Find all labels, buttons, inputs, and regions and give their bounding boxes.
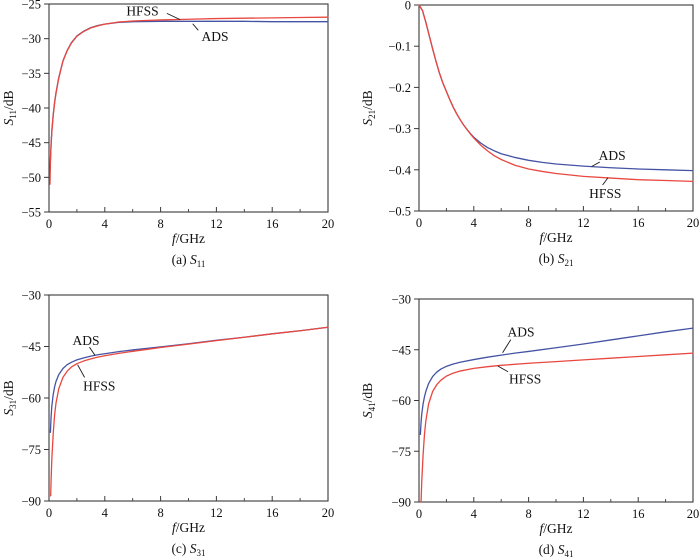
- y-tick-label: −60: [391, 394, 411, 408]
- x-axis-title: f/GHz: [539, 230, 572, 245]
- plot-frame: [48, 294, 329, 502]
- x-tick-label: 0: [46, 217, 52, 231]
- x-tick-label: 4: [471, 507, 478, 521]
- series-label-hfss: HFSS: [83, 378, 115, 393]
- series-label-ads: ADS: [599, 148, 626, 163]
- series-label-hfss: HFSS: [509, 371, 541, 386]
- x-tick-label: 20: [687, 216, 700, 230]
- chart-s21: 0 4 8 12 16 20 −0.5 −0.4 −0.3 −0.2 −0.1 0 ADS HFSS f/G…: [360, 0, 700, 268]
- series-label-ads: ADS: [201, 29, 228, 44]
- y-tick-label: −35: [21, 67, 41, 81]
- chart-s31: 0 4 8 12 16 20 −90 −75 −60 −45 −30 ADS HFSS f/GHz S31/…: [1, 289, 335, 559]
- y-tick-label: −0.2: [388, 81, 411, 95]
- y-tick-label: −45: [391, 343, 411, 357]
- curve-ads: [418, 4, 694, 172]
- series-label-ads: ADS: [72, 333, 99, 348]
- x-tick-label: 0: [416, 216, 422, 230]
- series-label-hfss: HFSS: [589, 186, 621, 201]
- leader-line-hfss: [497, 365, 509, 373]
- x-tick-label: 16: [632, 507, 645, 521]
- plot-frame: [48, 3, 329, 213]
- plot-frame: [418, 298, 694, 503]
- curve-ads: [419, 327, 694, 435]
- y-tick-label: −0.4: [388, 163, 411, 177]
- x-tick-label: 20: [687, 507, 700, 521]
- x-tick-label: 4: [102, 217, 109, 231]
- panel-caption: (b) S21: [539, 251, 574, 268]
- y-tick-label: −30: [21, 32, 41, 46]
- x-tick-label: 8: [525, 507, 531, 521]
- leader-line-ads: [192, 23, 199, 31]
- panel-caption: (d) S41: [539, 542, 574, 559]
- y-tick-label: −90: [21, 495, 41, 509]
- y-tick-label: −50: [21, 171, 41, 185]
- chart-s11: 0 4 8 12 16 20 −55 −50 −45 −40 −35 −30 −25 HFSS ADS f/G…: [1, 0, 335, 269]
- y-tick-label: −30: [21, 289, 41, 303]
- x-tick-label: 4: [471, 216, 478, 230]
- series-label-ads: ADS: [508, 325, 535, 340]
- x-tick-label: 8: [525, 216, 531, 230]
- chart-panel-d-s41: 0 4 8 12 16 20 −90 −75 −60 −45 −30 ADS HFSS f/GHz S41/…: [350, 280, 700, 560]
- x-axis-title: f/GHz: [172, 520, 205, 535]
- y-tick-label: −75: [21, 443, 41, 457]
- panel-caption: (c) S31: [171, 541, 205, 558]
- x-tick-label: 20: [322, 506, 335, 520]
- y-tick-label: −45: [21, 340, 41, 354]
- y-tick-label: −0.5: [388, 205, 411, 219]
- x-axis-title: f/GHz: [539, 521, 572, 536]
- x-tick-label: 0: [416, 507, 422, 521]
- curve-hfss: [49, 16, 329, 185]
- y-tick-label: −55: [21, 206, 41, 220]
- curve-ads: [49, 20, 329, 173]
- chart-panel-b-s21: 0 4 8 12 16 20 −0.5 −0.4 −0.3 −0.2 −0.1 0 ADS HFSS f/G…: [350, 0, 700, 280]
- y-tick-label: −25: [21, 0, 41, 12]
- chart-panel-a-s11: 0 4 8 12 16 20 −55 −50 −45 −40 −35 −30 −25 HFSS ADS f/G…: [0, 0, 350, 280]
- x-tick-label: 12: [210, 506, 223, 520]
- leader-line-ads: [502, 339, 512, 354]
- y-tick-label: −0.3: [388, 122, 411, 136]
- y-axis-title: S21/dB: [360, 90, 377, 125]
- x-tick-label: 8: [157, 217, 163, 231]
- curve-hfss: [420, 352, 694, 503]
- y-axis-title: S31/dB: [1, 380, 18, 415]
- y-tick-label: −40: [21, 102, 41, 116]
- panel-caption: (a) S11: [172, 252, 206, 269]
- x-tick-label: 16: [632, 216, 645, 230]
- x-tick-label: 12: [577, 507, 590, 521]
- chart-panel-c-s31: 0 4 8 12 16 20 −90 −75 −60 −45 −30 ADS HFSS f/GHz S31/…: [0, 280, 350, 560]
- leader-line-ads: [591, 161, 601, 167]
- x-tick-label: 8: [157, 506, 163, 520]
- y-tick-label: −90: [391, 496, 411, 510]
- x-tick-label: 16: [266, 217, 279, 231]
- x-tick-label: 4: [102, 506, 109, 520]
- y-axis-title: S11/dB: [1, 91, 18, 126]
- x-tick-label: 20: [322, 217, 335, 231]
- y-tick-label: −75: [391, 445, 411, 459]
- leader-line-ads: [89, 346, 96, 356]
- y-axis-title: S41/dB: [360, 383, 377, 418]
- curve-hfss: [50, 326, 329, 497]
- x-tick-label: 12: [577, 216, 590, 230]
- x-tick-label: 16: [266, 506, 279, 520]
- chart-s41: 0 4 8 12 16 20 −90 −75 −60 −45 −30 ADS HFSS f/GHz S41/…: [360, 293, 700, 560]
- leader-line-hfss: [166, 12, 181, 21]
- y-tick-label: −30: [391, 293, 411, 307]
- x-tick-label: 0: [46, 506, 52, 520]
- y-tick-label: −45: [21, 136, 41, 150]
- curve-hfss: [418, 4, 694, 182]
- leader-line-hfss: [602, 177, 609, 186]
- y-tick-label: 0: [405, 0, 411, 13]
- y-tick-label: −0.1: [388, 40, 411, 54]
- x-tick-label: 12: [210, 217, 223, 231]
- leader-line-hfss: [77, 364, 85, 378]
- y-tick-label: −60: [21, 392, 41, 406]
- series-label-hfss: HFSS: [126, 3, 158, 18]
- x-axis-title: f/GHz: [172, 231, 205, 246]
